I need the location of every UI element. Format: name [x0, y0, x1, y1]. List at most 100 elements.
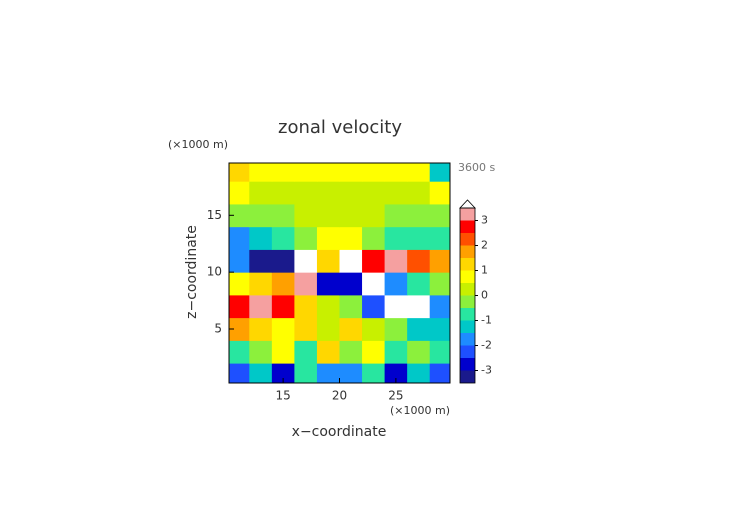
colorbar-tick-label: -1: [481, 314, 492, 327]
field-cell: [249, 163, 273, 182]
field-cell: [362, 272, 386, 296]
y-tick-label: 15: [207, 208, 222, 222]
colorbar-band: [460, 220, 475, 233]
field-cell: [229, 317, 250, 341]
x-axis-label: x−coordinate: [292, 424, 387, 440]
field-cell: [407, 294, 431, 319]
field-cell: [316, 181, 340, 205]
field-cell: [384, 226, 408, 250]
field-cell: [384, 249, 408, 273]
colorbar-band: [460, 258, 475, 271]
field-cell: [316, 272, 340, 296]
field-cell: [249, 181, 273, 205]
field-cell: [229, 294, 250, 319]
field-cell: [294, 294, 318, 319]
field-cell: [429, 249, 450, 273]
field-cell: [229, 181, 250, 205]
x-unit: (×1000 m): [390, 404, 450, 417]
field-cell: [407, 317, 431, 341]
field-cell: [362, 226, 386, 250]
field-cell: [407, 249, 431, 273]
field-cell: [362, 294, 386, 319]
field-cell: [249, 226, 273, 250]
field-cell: [407, 181, 431, 205]
field-cell: [362, 317, 386, 341]
field-cell: [339, 163, 363, 182]
field-cell: [316, 340, 340, 364]
field-cell: [271, 340, 295, 364]
field-cell: [294, 163, 318, 182]
x-tick-label: 15: [275, 389, 290, 403]
field-cell: [271, 272, 295, 296]
field-cell: [294, 226, 318, 250]
field-cell: [271, 363, 295, 383]
field-cell: [407, 363, 431, 383]
field-cell: [294, 181, 318, 205]
y-axis-label: z−coordinate: [184, 225, 200, 319]
field-cell: [339, 181, 363, 205]
field-cell: [407, 226, 431, 250]
field-cell: [229, 340, 250, 364]
colorbar-tick-label: -2: [481, 339, 492, 352]
colorbar-tick-label: 0: [481, 289, 488, 302]
field-cell: [429, 163, 450, 182]
field-cell: [384, 163, 408, 182]
field-cell: [249, 249, 273, 273]
colorbar-band: [460, 208, 475, 221]
x-tick-label: 25: [388, 389, 403, 403]
field-cell: [362, 163, 386, 182]
field-cell: [407, 163, 431, 182]
field-cell: [316, 226, 340, 250]
field-cell: [429, 363, 450, 383]
field-cell: [271, 163, 295, 182]
field-cell: [316, 363, 340, 383]
field-cell: [339, 317, 363, 341]
colorbar-band: [460, 320, 475, 333]
field-cell: [384, 203, 408, 228]
field-cell: [271, 294, 295, 319]
colorbar-band: [460, 245, 475, 258]
field-cell: [229, 249, 250, 273]
colorbar-tick-label: -3: [481, 364, 492, 377]
field-cell: [294, 363, 318, 383]
field-cell: [294, 203, 318, 228]
field-cell: [407, 340, 431, 364]
field-cell: [339, 340, 363, 364]
field-cell: [316, 317, 340, 341]
field-cell: [362, 249, 386, 273]
field-cell: [271, 181, 295, 205]
field-cell: [384, 363, 408, 383]
field-cell: [429, 317, 450, 341]
field-cell: [249, 363, 273, 383]
field-cell: [294, 340, 318, 364]
field-cell: [339, 294, 363, 319]
field-cell: [316, 203, 340, 228]
field-cell: [362, 181, 386, 205]
colorbar-band: [460, 283, 475, 296]
colorbar-band: [460, 270, 475, 283]
field-cell: [271, 203, 295, 228]
field-cell: [229, 272, 250, 296]
field-cell: [229, 363, 250, 383]
field-cell: [249, 294, 273, 319]
field-cell: [384, 294, 408, 319]
field-cell: [339, 249, 363, 273]
field: [229, 163, 450, 383]
field-cell: [249, 317, 273, 341]
field-cell: [271, 226, 295, 250]
field-cell: [384, 272, 408, 296]
field-cell: [294, 317, 318, 341]
time-label: 3600 s: [458, 161, 495, 174]
colorbar-band: [460, 308, 475, 321]
field-cell: [316, 163, 340, 182]
colorbar-band: [460, 233, 475, 246]
field-cell: [429, 294, 450, 319]
field-cell: [229, 203, 250, 228]
x-tick-label: 20: [332, 389, 347, 403]
field-cell: [429, 272, 450, 296]
field-cell: [316, 249, 340, 273]
field-cell: [362, 363, 386, 383]
colorbar-band: [460, 333, 475, 346]
field-cell: [249, 272, 273, 296]
